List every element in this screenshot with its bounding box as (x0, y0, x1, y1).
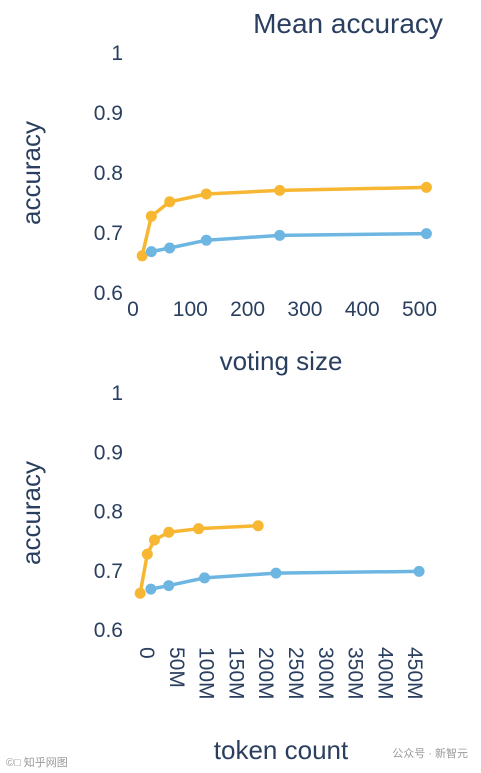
data-point (145, 210, 157, 222)
y-ticks: 0.6 0.7 0.8 0.9 1 (94, 42, 123, 305)
x-tick-label: 350M (344, 647, 367, 700)
watermark-left: ©□ 知乎网图 (6, 755, 68, 769)
series-line (140, 185, 427, 257)
series-points (136, 181, 432, 262)
data-point (420, 228, 432, 240)
y-tick-label: 0.8 (94, 162, 123, 185)
x-ticks: 0 100 200 300 400 500 (127, 298, 437, 321)
x-tick-label: 400 (345, 298, 380, 321)
series-lines (138, 523, 420, 594)
data-point (136, 250, 148, 262)
y-axis-label: accuracy (16, 121, 46, 225)
data-point (164, 242, 176, 254)
chart-token-count: 0.6 0.7 0.8 0.9 1 0 50M 100M 150M 200M 250M 300M 35… (16, 382, 426, 765)
data-point (270, 567, 282, 579)
data-point (200, 234, 212, 246)
x-tick-label: 500 (402, 298, 437, 321)
y-tick-label: 0.6 (94, 619, 123, 642)
y-axis-label: accuracy (16, 461, 46, 565)
data-point (200, 188, 212, 200)
x-tick-label: 250M (284, 647, 307, 700)
x-tick-label: 100 (173, 298, 208, 321)
y-tick-label: 1 (111, 382, 123, 405)
data-point (164, 196, 176, 208)
series-line (151, 231, 427, 254)
y-tick-label: 1 (111, 42, 123, 65)
chart-title: Mean accuracy (253, 8, 443, 39)
data-point (252, 520, 264, 532)
data-point (145, 246, 157, 258)
y-tick-label: 0.6 (94, 282, 123, 305)
data-point (274, 229, 286, 241)
data-point (145, 583, 157, 595)
series-line (150, 569, 420, 591)
x-tick-label: 400M (373, 647, 396, 700)
y-tick-label: 0.7 (94, 560, 123, 583)
data-point (148, 534, 160, 546)
y-tick-label: 0.7 (94, 222, 123, 245)
x-tick-label: 0 (127, 298, 139, 321)
x-axis-label: token count (214, 735, 349, 765)
data-point (413, 565, 425, 577)
series-points (134, 520, 425, 599)
data-point (134, 587, 146, 599)
series-lines (140, 185, 427, 257)
y-tick-label: 0.8 (94, 501, 123, 524)
x-tick-label: 300 (287, 298, 322, 321)
x-axis-label: voting size (220, 346, 343, 376)
series-line (138, 523, 259, 594)
y-tick-label: 0.9 (94, 102, 123, 125)
data-point (163, 526, 175, 538)
data-point (163, 580, 175, 592)
x-tick-label: 300M (314, 647, 337, 700)
x-tick-label: 50M (165, 647, 188, 688)
data-point (274, 184, 286, 196)
x-tick-label: 0 (135, 647, 158, 659)
data-point (141, 548, 153, 560)
watermark-right: 公众号 · 新智元 (392, 746, 468, 760)
y-ticks: 0.6 0.7 0.8 0.9 1 (94, 382, 123, 642)
x-tick-label: 200M (254, 647, 277, 700)
data-point (420, 181, 432, 193)
chart-voting-size: 0.60.70.80.91 0 100 200 300 400 500 accuracy … (16, 42, 437, 376)
x-tick-label: 450M (403, 647, 426, 700)
data-point (193, 523, 205, 535)
x-tick-label: 200 (230, 298, 265, 321)
x-tick-label: 150M (224, 647, 247, 700)
x-ticks: 0 50M 100M 150M 200M 250M 300M 350M 400M 450M (135, 647, 426, 700)
y-tick-label: 0.9 (94, 441, 123, 464)
data-point (199, 572, 211, 584)
x-tick-label: 100M (195, 647, 218, 700)
